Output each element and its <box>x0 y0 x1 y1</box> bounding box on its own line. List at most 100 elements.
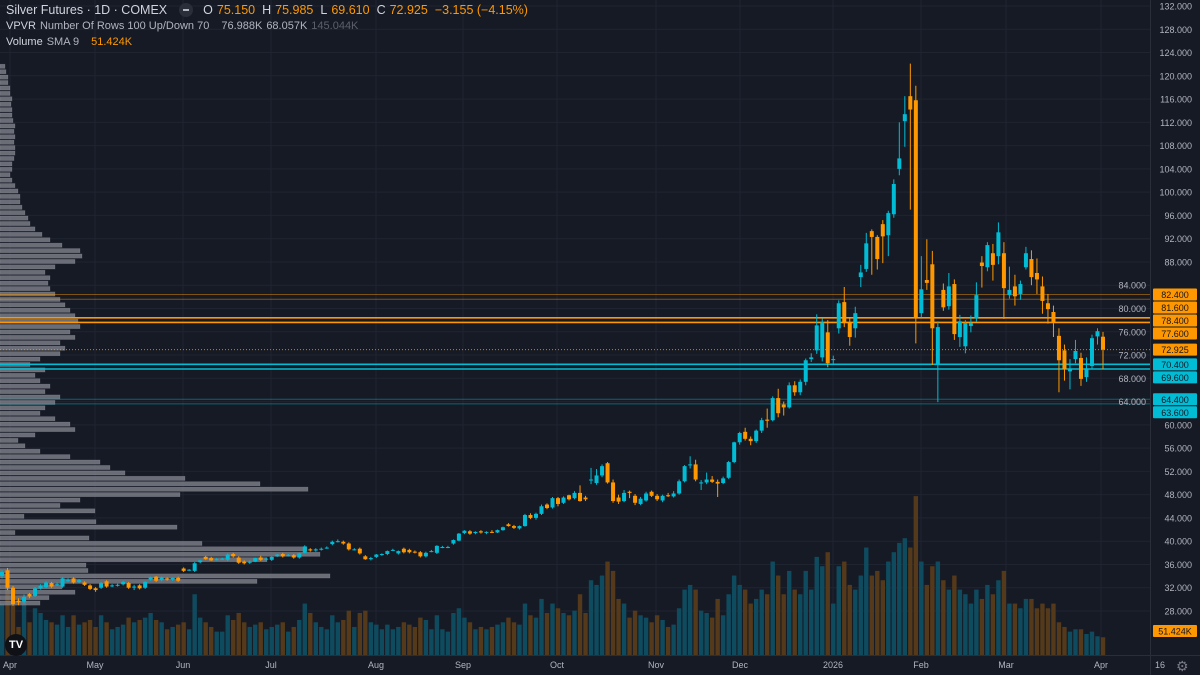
candle <box>429 551 434 553</box>
volume-profile-row <box>0 351 61 357</box>
tradingview-logo[interactable]: TV <box>5 634 27 656</box>
candle <box>60 578 65 587</box>
candle <box>1073 350 1078 360</box>
candle <box>781 404 786 408</box>
volume-bar <box>368 622 374 655</box>
candle <box>247 561 252 563</box>
volume-bar <box>957 589 963 655</box>
candle <box>335 541 340 543</box>
candle <box>633 495 638 503</box>
volume-bar <box>676 608 682 655</box>
volume-bar <box>197 617 203 655</box>
candle <box>853 313 858 329</box>
candle <box>886 213 891 236</box>
volume-bar <box>506 617 511 655</box>
volume-bar <box>814 556 819 655</box>
candle <box>99 583 104 588</box>
volume-profile-row <box>0 584 63 590</box>
volume-legend[interactable]: Volume SMA 9 51.424K <box>6 36 135 48</box>
vpvr-legend[interactable]: VPVR Number Of Rows 100 Up/Down 70 76.98… <box>6 20 358 32</box>
candle <box>467 531 472 534</box>
candle <box>693 464 698 480</box>
candle <box>330 541 335 545</box>
level-price-badge-text: 64.400 <box>1161 395 1189 405</box>
volume-bar <box>71 615 76 655</box>
candle <box>456 533 461 541</box>
volume-profile-row <box>0 183 16 188</box>
candle <box>721 478 726 484</box>
price-tick-label: 36.000 <box>1164 560 1192 570</box>
candle <box>500 527 505 531</box>
candle <box>181 568 186 571</box>
volume-bar <box>467 622 473 655</box>
price-tick-label: 68.000 <box>1118 374 1146 384</box>
candle <box>798 381 803 393</box>
volume-bar <box>671 624 676 655</box>
volume-bar <box>142 617 148 655</box>
volume-bar <box>1073 629 1078 655</box>
candle <box>842 302 847 323</box>
time-tick-label: Feb <box>913 660 929 670</box>
candle <box>1034 273 1039 280</box>
volume-bar <box>996 580 1001 655</box>
close-value: 72.925 <box>389 3 428 17</box>
volume-bar <box>286 631 291 655</box>
volume-profile-row <box>0 503 61 508</box>
price-tick-label: 52.000 <box>1164 467 1192 477</box>
candle <box>49 583 54 587</box>
volume-profile-row <box>0 302 66 308</box>
candle <box>952 284 957 335</box>
volume-bar <box>1095 636 1100 655</box>
volume-bar <box>963 594 968 655</box>
volume-profile-row <box>0 307 71 313</box>
volume-bar <box>842 561 847 655</box>
volume-profile-row <box>0 400 56 405</box>
candle <box>104 581 109 587</box>
volume-bar <box>451 612 456 655</box>
candle <box>280 553 285 557</box>
volume-profile-row <box>0 383 51 389</box>
candle <box>589 479 594 481</box>
candle <box>253 558 258 562</box>
volume-profile-row <box>0 231 43 237</box>
volume-bar <box>363 610 368 655</box>
horizontal-levels <box>0 294 1150 405</box>
volume-bar <box>704 612 709 655</box>
candle <box>957 321 962 338</box>
open-label: O <box>203 3 213 17</box>
volume-bar <box>561 612 566 655</box>
volume-bar <box>1007 603 1012 655</box>
volume-bar <box>484 629 489 655</box>
candle <box>71 578 76 583</box>
volume-bar <box>1040 603 1045 655</box>
volume-profile-row <box>0 372 36 378</box>
gear-icon[interactable]: ⚙ <box>1176 658 1189 674</box>
volume-bar <box>875 570 880 655</box>
candle <box>264 558 269 560</box>
candle <box>110 585 115 587</box>
volume-bar <box>440 629 445 655</box>
volume-bar <box>831 603 836 655</box>
volume-bar <box>1001 570 1007 655</box>
volume-profile-row <box>0 367 46 373</box>
minus-circle-icon[interactable] <box>179 3 194 17</box>
candle <box>682 466 687 482</box>
time-tick-label: Jul <box>265 660 277 670</box>
candle <box>434 545 439 553</box>
volume-bar <box>153 619 159 655</box>
volume-bar <box>869 575 874 655</box>
symbol-title[interactable]: Silver Futures · 1D · COMEX <box>6 3 168 17</box>
volume-bar <box>979 598 985 655</box>
volume-bar <box>247 626 252 655</box>
price-tick-label: 40.000 <box>1164 537 1192 547</box>
volume-bar <box>495 624 500 655</box>
candle <box>418 552 423 557</box>
volume-bar <box>880 580 885 655</box>
volume-bar <box>181 622 186 655</box>
candle <box>924 279 929 283</box>
candle <box>688 464 693 466</box>
candle <box>1029 259 1034 278</box>
candle <box>919 289 924 314</box>
candle <box>1078 357 1083 379</box>
